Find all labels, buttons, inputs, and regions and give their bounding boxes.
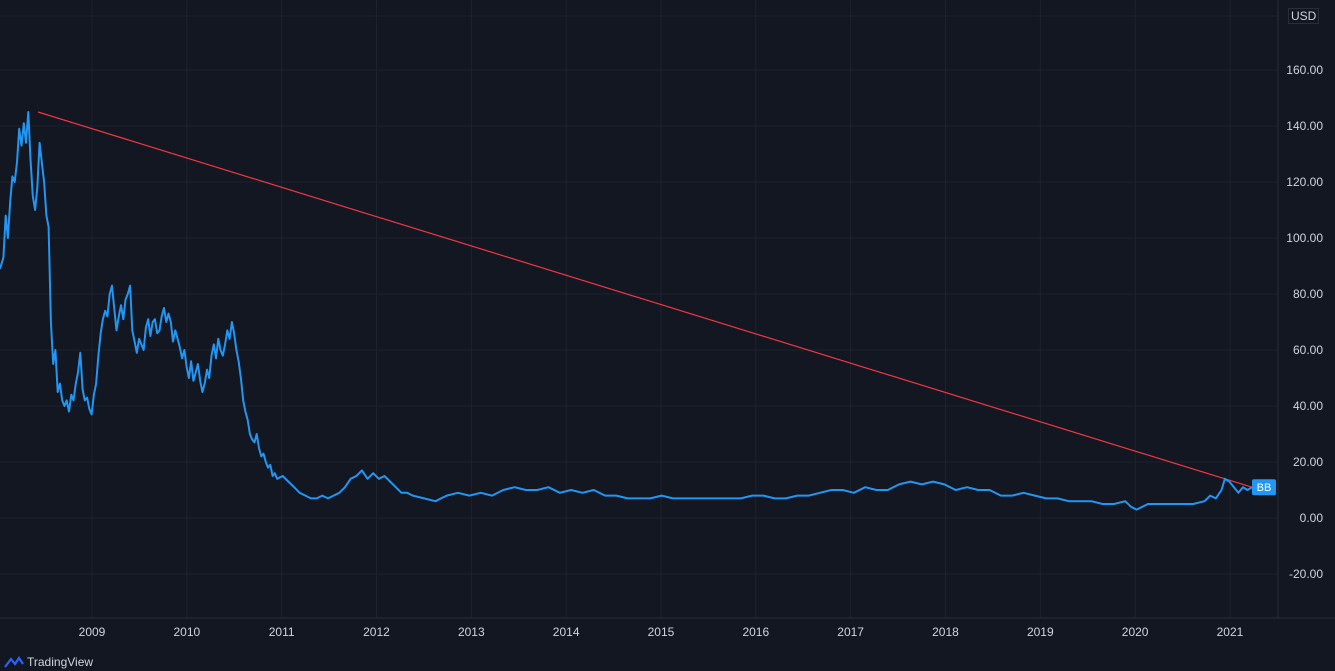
x-tick-label: 2021: [1217, 625, 1244, 639]
x-tick-label: 2017: [837, 625, 864, 639]
trend-line: [37, 111, 1253, 488]
tradingview-watermark[interactable]: TradingView: [4, 655, 93, 669]
x-tick-label: 2020: [1122, 625, 1149, 639]
time-axis[interactable]: 2009 2010 2011 2012 2013 2014 2015 2016 2017 2018…: [79, 625, 1244, 639]
x-tick-label: 2011: [269, 625, 295, 639]
trend-line-layer[interactable]: [37, 111, 1253, 488]
x-tick-label: 2009: [79, 625, 106, 639]
x-tick-label: 2012: [363, 625, 390, 639]
y-tick-label: 100.00: [1286, 231, 1323, 245]
y-tick-label: 20.00: [1293, 455, 1323, 469]
vertical-grid: [91, 0, 1231, 618]
ticker-label-text: BB: [1257, 482, 1272, 494]
ticker-label-bg: [1252, 479, 1276, 496]
y-tick-label: 80.00: [1293, 287, 1323, 301]
y-tick-label: -20.00: [1289, 567, 1323, 581]
ticker-price-label: BB: [1252, 479, 1276, 496]
x-tick-label: 2013: [458, 625, 485, 639]
x-tick-label: 2019: [1027, 625, 1054, 639]
x-tick-label: 2010: [173, 625, 200, 639]
horizontal-grid: [0, 15, 1278, 575]
x-tick-label: 2015: [648, 625, 675, 639]
price-line: [0, 111, 1253, 511]
currency-badge[interactable]: USD: [1288, 8, 1320, 24]
y-tick-label: 140.00: [1286, 119, 1323, 133]
y-tick-label: 60.00: [1293, 343, 1323, 357]
x-tick-label: 2018: [932, 625, 959, 639]
tradingview-logo-icon: [4, 656, 24, 668]
watermark-text: TradingView: [27, 655, 94, 669]
y-tick-label: 0.00: [1300, 511, 1324, 525]
price-series-layer[interactable]: [0, 111, 1253, 511]
x-tick-label: 2016: [742, 625, 769, 639]
y-tick-label: 120.00: [1286, 175, 1323, 189]
y-tick-label: 160.00: [1286, 63, 1323, 77]
y-tick-label: 40.00: [1293, 399, 1323, 413]
price-axis[interactable]: -20.00 0.00 20.00 40.00 60.00 80.00 100.00 120.…: [1286, 63, 1323, 581]
x-tick-label: 2014: [553, 625, 580, 639]
